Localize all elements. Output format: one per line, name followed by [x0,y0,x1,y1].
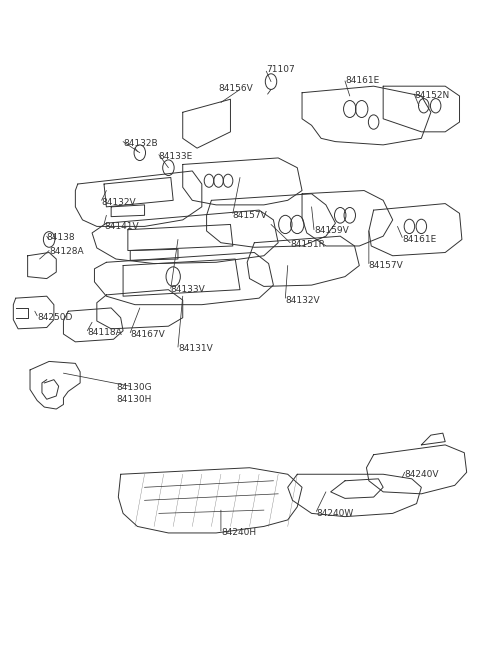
Text: 84156V: 84156V [218,84,253,92]
Text: 84133V: 84133V [171,285,205,294]
Text: 84167V: 84167V [130,329,165,339]
Text: 71107: 71107 [266,66,295,75]
Text: 84157V: 84157V [233,211,267,220]
Text: 84128A: 84128A [49,247,84,255]
Text: 84240V: 84240V [405,470,439,479]
Text: 84157V: 84157V [369,261,404,270]
Text: 84132V: 84132V [285,295,320,305]
Text: 84131V: 84131V [178,344,213,353]
Text: 84161E: 84161E [402,235,436,244]
Text: 84152N: 84152N [414,92,449,100]
Text: 84240W: 84240W [316,509,354,518]
Text: 84132B: 84132B [123,139,158,148]
Text: 84138: 84138 [47,233,75,242]
Text: 84141V: 84141V [104,222,139,231]
Text: 84130G: 84130G [116,383,152,392]
Text: 84118A: 84118A [87,328,122,337]
Text: 84159V: 84159V [314,227,348,235]
Text: 84132V: 84132V [102,198,136,207]
Text: 84240H: 84240H [221,529,256,538]
Text: 84130H: 84130H [116,395,151,403]
Text: 84151R: 84151R [290,240,325,248]
Text: 84133E: 84133E [159,152,193,161]
Text: 84250D: 84250D [37,313,72,322]
Text: 84161E: 84161E [345,77,379,85]
